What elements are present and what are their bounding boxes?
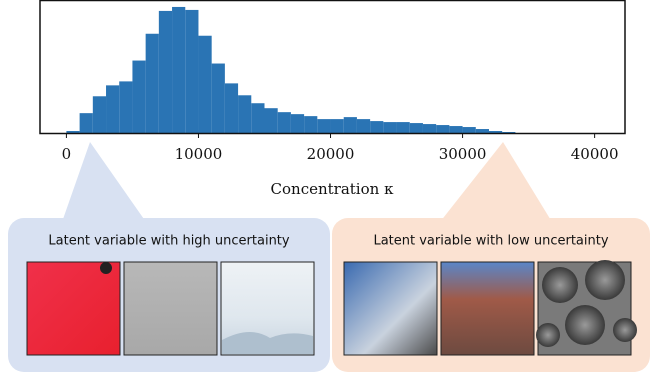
bar	[185, 9, 199, 134]
bar	[264, 108, 278, 133]
x-tick-label: 30000	[439, 145, 487, 163]
thumbnail	[440, 261, 535, 356]
bar	[277, 112, 291, 133]
bar	[158, 10, 173, 133]
bar	[409, 123, 423, 133]
thumbnail	[343, 261, 438, 356]
bar	[436, 125, 450, 133]
bar	[422, 124, 437, 133]
bar	[502, 132, 516, 133]
x-tick-label: 40000	[571, 145, 619, 163]
x-tick-label: 0	[62, 145, 72, 163]
bar	[330, 119, 344, 133]
bar	[462, 127, 476, 133]
x-tick-label: 10000	[175, 145, 223, 163]
panel-title: Latent variable with low uncertainty	[373, 234, 608, 249]
bar	[383, 122, 397, 133]
thumb-detail	[222, 331, 313, 354]
bar	[132, 60, 146, 133]
x-tick-label: 20000	[307, 145, 355, 163]
bar	[92, 96, 107, 133]
bar	[475, 129, 489, 133]
thumbnail	[123, 261, 218, 356]
bar	[119, 81, 133, 133]
thumb-detail	[536, 260, 637, 347]
thumb-detail	[100, 262, 112, 274]
bar	[488, 131, 503, 133]
bar	[172, 6, 186, 133]
bar	[343, 117, 357, 133]
bar	[449, 126, 463, 133]
bar	[238, 95, 252, 133]
bar	[224, 83, 239, 133]
bar	[370, 121, 384, 133]
connector	[440, 142, 552, 222]
x-axis-label: Concentration κ	[271, 180, 395, 198]
connector	[62, 142, 146, 222]
panel-title: Latent variable with high uncertainty	[48, 234, 290, 249]
thumbnail	[26, 261, 121, 356]
bar	[396, 122, 410, 133]
bar	[66, 131, 80, 133]
bar	[356, 119, 371, 133]
bar	[79, 113, 93, 133]
axes-frame	[39, 0, 626, 135]
bar	[106, 85, 120, 133]
bar	[290, 114, 305, 133]
bar	[198, 35, 212, 133]
bar	[251, 103, 265, 133]
bar	[304, 116, 318, 133]
bar	[317, 119, 331, 133]
bar	[211, 63, 225, 133]
bar	[145, 33, 159, 134]
